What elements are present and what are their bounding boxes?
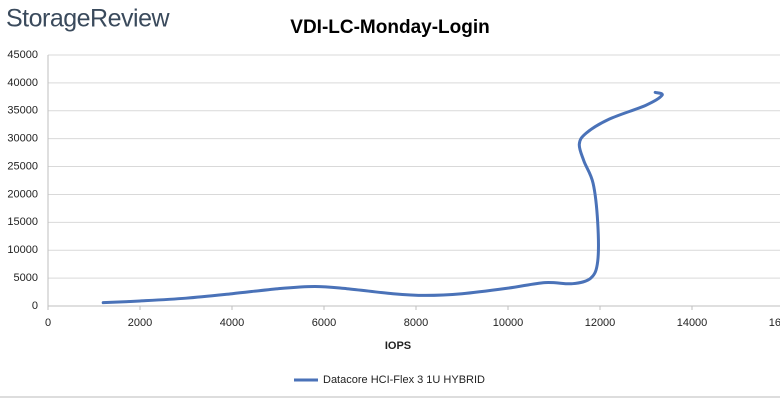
y-tick-label: 35000 xyxy=(7,105,38,117)
y-tick-label: 0 xyxy=(32,300,38,312)
x-tick-label: 6000 xyxy=(312,317,336,329)
y-tick-label: 25000 xyxy=(7,160,38,172)
logo: StorageReview xyxy=(6,5,170,33)
x-tick-label: 10000 xyxy=(493,317,524,329)
y-tick-label: 30000 xyxy=(7,133,38,145)
x-tick-label: 14000 xyxy=(677,317,708,329)
y-tick-label: 20000 xyxy=(7,188,38,200)
x-tick-label: 4000 xyxy=(220,317,244,329)
y-tick-label: 40000 xyxy=(7,77,38,89)
x-tick-label: 16000 xyxy=(769,317,780,329)
y-tick-label: 15000 xyxy=(7,216,38,228)
chart-title: VDI-LC-Monday-Login xyxy=(290,17,489,38)
legend-label: Datacore HCI-Flex 3 1U HYBRID xyxy=(323,374,485,386)
data-line xyxy=(101,90,664,305)
x-tick-label: 2000 xyxy=(128,317,152,329)
y-tick-label: 5000 xyxy=(14,272,38,284)
x-tick-label: 0 xyxy=(45,317,51,329)
x-tick-label: 12000 xyxy=(585,317,616,329)
y-tick-label: 45000 xyxy=(7,49,38,61)
x-axis-label: IOPS xyxy=(385,340,411,352)
y-tick-label: 10000 xyxy=(7,244,38,256)
x-tick-label: 8000 xyxy=(404,317,428,329)
